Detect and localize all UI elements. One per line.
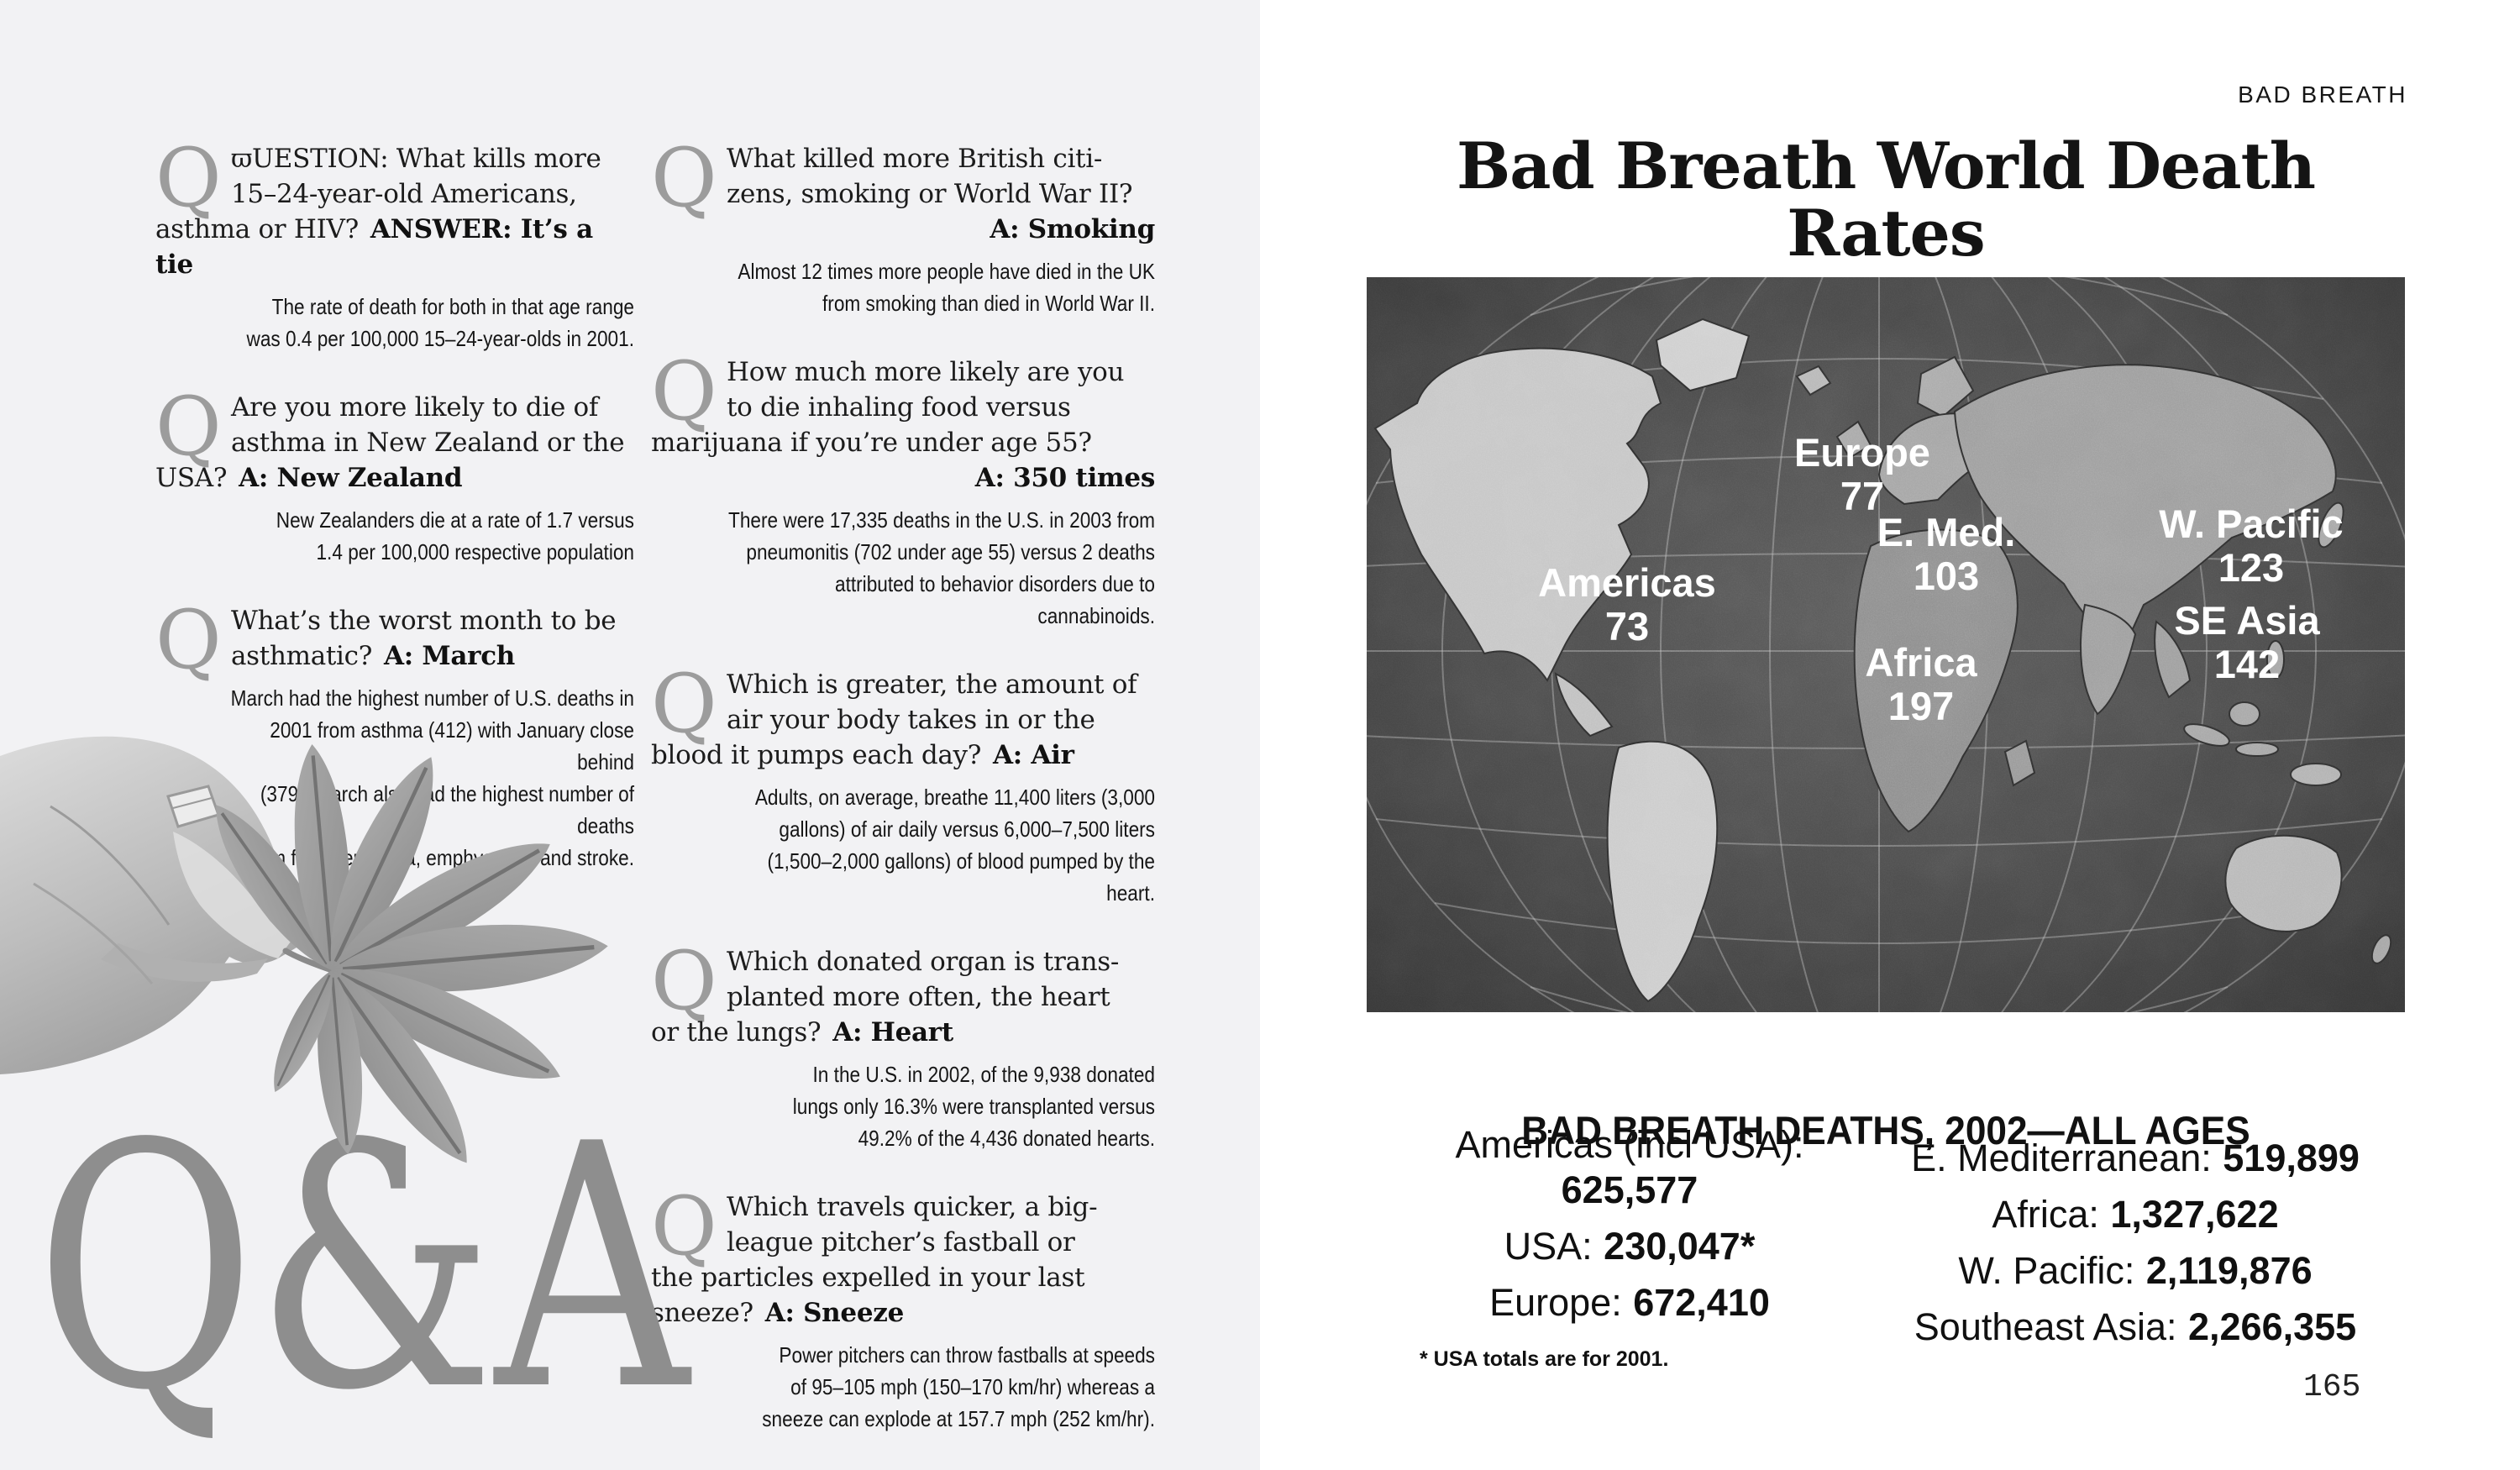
stat-label: W. Pacific: [1958,1249,2135,1292]
stat-value: 672,410 [1633,1281,1770,1324]
stat-value: 519,899 [2223,1137,2360,1179]
answer-text: A: Air [993,740,1074,770]
question-text: How much more likely are you to die inha… [651,354,1155,496]
question-body: How much more likely are you to die inha… [651,357,1125,458]
qa-item: Q How much more likely are you to die in… [651,344,1155,632]
stat-value: 2,266,355 [2188,1305,2357,1348]
question-text: Are you more likely to die of asthma in … [155,390,634,496]
answer-text: A: 350 times [974,463,1156,493]
drop-cap-q: Q [651,1179,717,1273]
answer-detail: In the U.S. in 2002, of the 9,938 donate… [792,1062,1155,1151]
question-text: Which is greater, the amount of air your… [651,667,1155,773]
drop-cap-q: Q [155,380,222,474]
cannabis-leaf [195,742,611,1179]
answer-text: A: Sneeze [764,1298,905,1328]
answer-text: A: Heart [832,1017,953,1047]
stat-line: Southeast Asia: 2,266,355 [1875,1305,2396,1350]
question-body: What killed more British citi- zens, smo… [727,144,1133,209]
drop-cap-q: Q [651,934,717,1028]
answer-detail: Power pitchers can throw fastballs at sp… [762,1342,1155,1431]
question-body: Which donated organ is trans- planted mo… [651,947,1120,1047]
qa-item: Q Which is greater, the amount of air yo… [651,657,1155,909]
map-label-seasia: SE Asia 142 [2174,598,2320,686]
stat-label: USA: [1504,1225,1593,1268]
map-label-africa: Africa 197 [1865,640,1977,728]
answer-text: A: March [383,641,516,671]
stat-label: Americas (incl USA): [1455,1123,1804,1166]
answer-text: A: New Zealand [239,463,463,493]
stats-column-left: Americas (incl USA): 625,577 USA: 230,047*… [1369,1122,1890,1336]
qa-wordmark: Q&A [35,1074,692,1464]
stat-label: Europe: [1489,1281,1622,1324]
qa-item: Q What killed more British citi- zens, s… [651,131,1155,319]
question-body: What’s the worst month to be asthmatic? [231,606,617,671]
qa-item: Q Which donated organ is trans- planted … [651,934,1155,1154]
map-label-wpacific: W. Pacific 123 [2159,501,2343,590]
answer-detail: Almost 12 times more people have died in… [738,259,1155,316]
question-text: What’s the worst month to be asthmatic? A… [155,603,634,674]
stat-line: Americas (incl USA): 625,577 [1369,1122,1890,1213]
stat-value: 625,577 [1561,1168,1698,1211]
answer-detail: The rate of death for both in that age r… [246,294,634,351]
qa-item: Q ϖUESTION: What kills more 15–24-year-o… [155,131,634,354]
answer-text: A: Smoking [990,214,1155,244]
answer-detail: There were 17,335 deaths in the U.S. in … [728,507,1155,628]
qa-item: Q Are you more likely to die of asthma i… [155,380,634,568]
drop-cap-q: Q [651,131,717,225]
question-body: Which is greater, the amount of air your… [651,669,1137,770]
stat-line: Africa: 1,327,622 [1875,1192,2396,1237]
question-body: Are you more likely to die of asthma in … [155,392,625,493]
stat-line: W. Pacific: 2,119,876 [1875,1248,2396,1294]
drop-cap-q: Q [155,131,222,225]
question-text: What killed more British citi- zens, smo… [651,141,1155,247]
qa-column-2: Q What killed more British citi- zens, s… [651,131,1155,1470]
stat-line: E. Mediterranean: 519,899 [1875,1136,2396,1181]
stat-value: 1,327,622 [2110,1193,2279,1236]
footnote: * USA totals are for 2001. [1420,1347,1669,1371]
drop-cap-q: Q [651,657,717,751]
right-page: BAD BREATH Bad Breath World Death Rates … [1260,0,2520,1470]
map-label-emed: E. Med. 103 [1877,510,2016,598]
stat-value: 2,119,876 [2145,1249,2313,1292]
qa-item: Q Which travels quicker, a big- league p… [651,1179,1155,1435]
stat-label: Africa: [1992,1193,2099,1236]
stats-heading: BAD BREATH DEATHS, 2002—ALL AGES [1521,1108,2250,1152]
answer-detail: Adults, on average, breathe 11,400 liter… [754,785,1155,906]
drop-cap-q: Q [155,593,222,687]
question-body: Which travels quicker, a big- league pit… [651,1192,1098,1328]
answer-detail: New Zealanders die at a rate of 1.7 vers… [276,507,634,564]
stat-label: Southeast Asia: [1914,1305,2177,1348]
stat-label: E. Mediterranean: [1911,1137,2212,1179]
hand-photo [0,736,297,1074]
question-body: ϖUESTION: What kills more 15–24-year-old… [155,144,601,244]
answer-text: ANSWER: It’s a tie [155,214,593,280]
question-text: Which travels quicker, a big- league pit… [651,1189,1155,1331]
qa-hand-leaf-graphic: Q&A [0,736,692,1464]
stats-column-right: E. Mediterranean: 519,899 Africa: 1,327,62… [1875,1136,2396,1361]
stat-line: USA: 230,047* [1369,1224,1890,1269]
page-title: Bad Breath World Death Rates [1457,129,2316,270]
stat-line: Europe: 672,410 [1369,1280,1890,1326]
drop-cap-q: Q [651,344,717,438]
world-map: Europe 77 E. Med. 103 W. Pacific 123 Americ… [1367,277,2405,1012]
page-number: 165 [2303,1369,2361,1405]
stat-value: 230,047* [1604,1225,1756,1268]
running-head: BAD BREATH [2238,81,2407,108]
map-label-europe: Europe 77 [1794,430,1930,518]
question-text: ϖUESTION: What kills more 15–24-year-old… [155,141,634,282]
left-page: Q ϖUESTION: What kills more 15–24-year-o… [0,0,1260,1470]
map-label-americas: Americas 73 [1538,560,1716,648]
map-texture-fine [1367,277,2405,1012]
question-text: Which donated organ is trans- planted mo… [651,944,1155,1050]
